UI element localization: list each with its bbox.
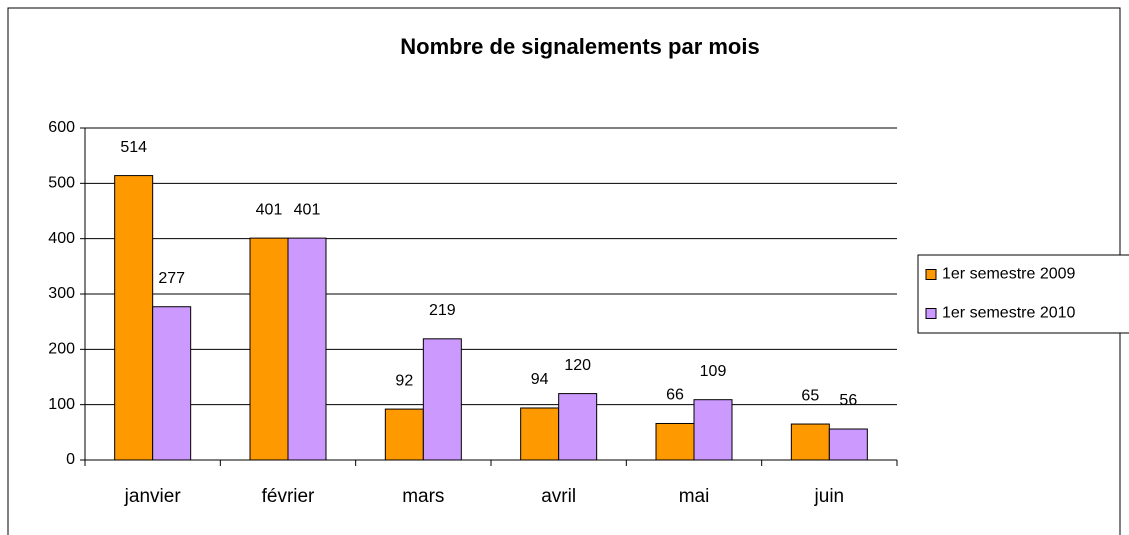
data-label: 514 — [120, 139, 147, 156]
x-tick-label: avril — [541, 486, 576, 507]
data-label: 66 — [666, 387, 684, 404]
legend-box — [917, 254, 1129, 334]
y-tick-label: 200 — [48, 341, 75, 358]
data-label: 109 — [700, 363, 727, 380]
y-tick-label: 500 — [48, 175, 75, 192]
chart-title: Nombre de signalements par mois — [400, 34, 759, 59]
y-tick-label: 0 — [66, 451, 75, 468]
bar — [114, 175, 154, 461]
data-label: 94 — [531, 371, 549, 388]
x-tick-label: mars — [402, 486, 444, 507]
x-tick-label: mai — [679, 486, 710, 507]
data-label: 92 — [395, 372, 413, 389]
legend-swatch — [925, 269, 937, 280]
data-label: 277 — [158, 270, 185, 287]
bar — [558, 393, 598, 461]
data-label: 56 — [839, 392, 857, 409]
bar — [384, 408, 424, 461]
bar — [693, 399, 733, 461]
bar — [655, 422, 695, 461]
data-label: 65 — [801, 387, 819, 404]
y-tick-label: 400 — [48, 230, 75, 247]
data-label: 401 — [294, 201, 321, 218]
legend-swatch — [925, 308, 937, 319]
bar — [790, 423, 830, 461]
y-tick-label: 600 — [48, 119, 75, 136]
data-label: 401 — [256, 201, 283, 218]
legend-label: 1er semestre 2009 — [942, 266, 1076, 283]
bar — [422, 338, 462, 461]
y-tick-label: 300 — [48, 285, 75, 302]
bar — [287, 237, 327, 461]
bar — [520, 407, 560, 461]
legend-label: 1er semestre 2010 — [942, 305, 1076, 322]
data-label: 120 — [564, 357, 591, 374]
x-tick-label: janvier — [124, 486, 182, 507]
data-label: 219 — [429, 302, 456, 319]
x-tick-label: février — [262, 486, 315, 507]
x-tick-label: juin — [814, 486, 845, 507]
bar — [152, 306, 192, 461]
bar — [828, 428, 868, 461]
y-tick-label: 100 — [48, 396, 75, 413]
bar — [249, 237, 289, 461]
